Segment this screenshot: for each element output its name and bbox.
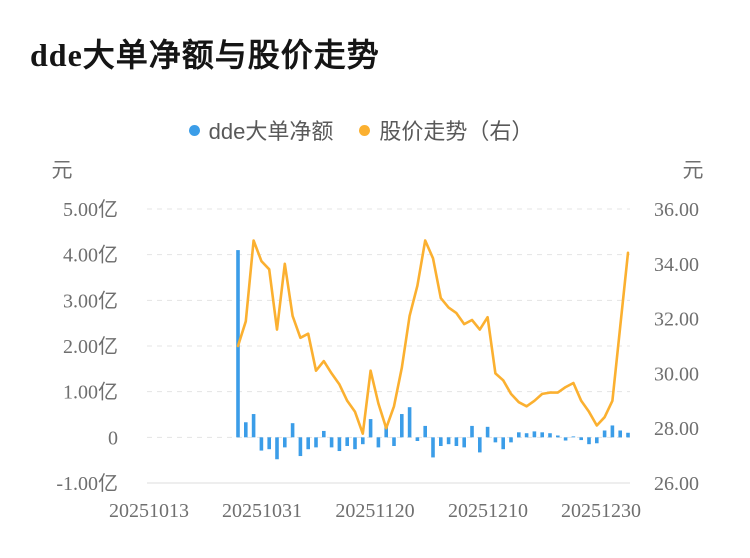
legend-item-dde-net[interactable]: dde大单净额: [188, 114, 334, 146]
dde-net-bar: [610, 425, 615, 438]
left-axis-tick-label: 2.00亿: [63, 335, 118, 358]
right-axis-unit: 元: [683, 158, 704, 182]
dde-net-bar: [462, 437, 466, 448]
dde-net-bar: [595, 437, 599, 444]
dde-net-bar: [493, 437, 498, 443]
dde-net-bar: [532, 431, 537, 438]
right-axis-tick-label: 32.00: [654, 309, 699, 331]
dde-net-bar: [439, 437, 443, 447]
dde-net-bar: [267, 437, 271, 450]
legend-label-bar-series: dde大单净额: [208, 119, 334, 144]
right-axis-tick-label: 30.00: [654, 363, 699, 385]
legend-dot-bar-series-icon: [188, 124, 200, 136]
x-axis-tick-label: 20251230: [561, 500, 641, 522]
dde-net-bar: [259, 437, 264, 451]
dde-net-bar: [618, 430, 622, 438]
dde-net-bar: [290, 423, 295, 438]
left-axis-unit: 元: [52, 158, 73, 182]
x-axis-tick-label: 20251031: [222, 500, 302, 522]
dde-net-bar: [602, 430, 607, 438]
dde-net-bar: [501, 437, 505, 450]
dde-net-bar: [556, 435, 560, 438]
dde-net-bar: [400, 414, 404, 438]
dde-net-bar: [415, 437, 420, 441]
chart-legend: dde大单净额 股价走势（右）: [0, 114, 722, 146]
price-trend-line: [236, 239, 630, 436]
dde-net-bar: [446, 437, 451, 445]
dde-net-bar: [407, 407, 412, 438]
dde-net-bar: [251, 414, 256, 438]
dde-net-bar: [478, 437, 482, 453]
dde-net-bar: [361, 437, 365, 445]
dde-net-bar: [306, 437, 310, 450]
dde-net-bar: [485, 426, 490, 438]
dde-net-bar: [423, 425, 427, 438]
dde-net-bar: [353, 437, 357, 450]
dde-net-bar: [548, 433, 552, 438]
right-axis-tick-label: 36.00: [654, 199, 699, 221]
legend-label-line-series: 股价走势（右）: [379, 119, 534, 144]
dde-net-bar: [626, 432, 630, 438]
left-axis-tick-label: 5.00亿: [63, 198, 118, 221]
left-axis-tick-label: -1.00亿: [56, 472, 118, 495]
right-axis-tick-label: 26.00: [654, 473, 699, 495]
right-axis-tick-label: 28.00: [654, 418, 699, 440]
dde-net-bar: [517, 432, 521, 438]
dde-net-bar: [579, 437, 583, 441]
x-axis-tick-label: 20251013: [109, 500, 189, 522]
dde-net-bar: [345, 437, 349, 447]
legend-dot-line-series-icon: [359, 124, 371, 136]
dde-net-bar: [571, 436, 576, 438]
x-axis-tick-label: 20251210: [448, 500, 528, 522]
chart-title: dde大单净额与股价走势: [30, 37, 380, 73]
dde-net-bar: [470, 425, 474, 438]
legend-item-price-trend[interactable]: 股价走势（右）: [359, 114, 533, 146]
dde-net-bar: [540, 432, 544, 438]
dde-net-bar: [431, 437, 435, 458]
dde-net-bar: [244, 422, 248, 438]
dde-net-bar: [314, 437, 318, 448]
dde-net-bar: [509, 437, 513, 443]
left-axis-tick-label: 3.00亿: [63, 289, 118, 312]
dde-net-bar: [524, 433, 529, 438]
left-axis-tick-label: 4.00亿: [63, 244, 118, 267]
dde-net-bar: [275, 437, 279, 460]
dde-net-bar: [454, 437, 459, 447]
dde-net-bar: [329, 437, 334, 448]
left-axis-tick-label: 0: [108, 427, 118, 449]
dde-net-bar: [322, 430, 326, 438]
dde-net-bar: [587, 437, 591, 445]
dde-net-bar: [283, 437, 287, 448]
dde-net-bar: [298, 437, 303, 457]
x-axis-tick-label: 20251120: [335, 500, 414, 522]
dde-net-bar: [337, 437, 342, 452]
dde-net-bar: [563, 437, 568, 441]
left-axis-tick-label: 1.00亿: [63, 381, 118, 404]
dde-net-bar: [392, 437, 396, 447]
dde-net-bar: [384, 425, 388, 438]
dde-net-bar: [368, 419, 373, 438]
right-axis-tick-label: 34.00: [654, 254, 699, 276]
dde-net-bar: [376, 437, 381, 448]
